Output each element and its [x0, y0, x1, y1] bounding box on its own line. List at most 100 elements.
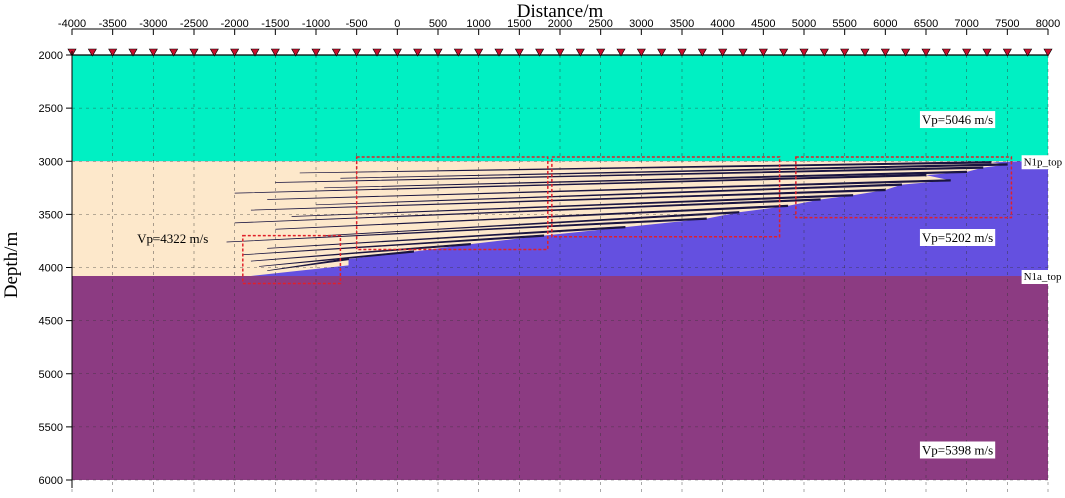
receiver-marker — [880, 48, 890, 57]
x-tick-label: -3500 — [99, 18, 127, 30]
receiver-marker — [840, 48, 850, 57]
horizon-label-bg — [1021, 270, 1064, 284]
wedge-line — [299, 161, 992, 174]
x-tick-label: 5000 — [792, 18, 816, 30]
wedge-line — [324, 211, 740, 236]
y-tick-label: 5500 — [39, 422, 63, 434]
axes: -4000 -3500 -3000 -2500 -2000 -1500 -1000 -500 0… — [39, 18, 1060, 488]
receiver-marker — [677, 48, 687, 57]
receiver-marker — [209, 48, 219, 57]
receiver-marker — [514, 48, 524, 57]
wedge-line — [234, 198, 821, 224]
x-tick-label: 7000 — [954, 18, 978, 30]
x-tick-label: -4000 — [58, 18, 86, 30]
horizon-label-bg — [1021, 155, 1065, 170]
wedge-line — [324, 170, 968, 189]
x-tick-label: 6500 — [914, 18, 938, 30]
receiver-marker — [535, 48, 545, 57]
receiver-marker — [758, 48, 768, 57]
dashed-box — [355, 156, 549, 251]
receiver-marker — [128, 48, 138, 57]
y-tick-label: 2000 — [39, 50, 63, 62]
wedge-line — [340, 163, 1008, 179]
receiver-marker — [1023, 48, 1033, 57]
y-tick-label: 4000 — [39, 263, 63, 275]
receiver-marker — [453, 48, 463, 57]
velocity-label-bg — [919, 441, 996, 459]
y-tick-label: 6000 — [39, 475, 63, 487]
y-tick-label: 4500 — [39, 316, 63, 328]
wedge-line — [226, 217, 707, 243]
x-tick-label: -1000 — [302, 18, 330, 30]
receiver-marker — [616, 48, 626, 57]
receiver-marker — [596, 48, 606, 57]
receiver-marker — [697, 48, 707, 57]
wedge-line — [259, 250, 414, 267]
receiver-marker — [148, 48, 158, 57]
receiver-marker — [779, 48, 789, 57]
x-tick-label: 2000 — [548, 18, 572, 30]
x-tick-label: -3000 — [139, 18, 167, 30]
receiver-marker — [474, 48, 484, 57]
dashed-box — [551, 156, 781, 238]
dashed-boxes — [242, 156, 1013, 285]
receiver-marker — [291, 48, 301, 57]
receiver-marker — [738, 48, 748, 57]
x-tick-label: 6000 — [873, 18, 897, 30]
receiver-marker — [901, 48, 911, 57]
receiver-marker — [555, 48, 565, 57]
y-axis-title: Depth/m — [1, 232, 22, 299]
receiver-marker — [189, 48, 199, 57]
y-tick-label: 3500 — [39, 209, 63, 221]
layer-labels: Vp=5046 m/s Vp=5202 m/s Vp=5398 m/s Vp=4322… — [137, 111, 1065, 459]
wedge-line — [275, 204, 789, 230]
wedge-line — [267, 257, 349, 272]
x-tick-label: 3500 — [670, 18, 694, 30]
receiver-marker — [108, 48, 118, 57]
receiver-marker — [87, 48, 97, 57]
x-tick-label: 3000 — [629, 18, 653, 30]
receiver-marker — [331, 48, 341, 57]
receiver-markers — [67, 48, 1053, 57]
receiver-marker — [413, 48, 423, 57]
receiver-marker — [657, 48, 667, 57]
wedge-line — [315, 183, 902, 206]
x-tick-label: 1500 — [507, 18, 531, 30]
wedge-line — [250, 242, 471, 262]
y-tick-label: 2500 — [39, 103, 63, 115]
horizon-label: N1p_top — [1024, 156, 1063, 168]
dashed-box — [795, 156, 1013, 219]
velocity-label-bg — [919, 111, 996, 129]
wedge-lines — [226, 161, 1008, 272]
receiver-marker — [799, 48, 809, 57]
receiver-marker — [1002, 48, 1012, 57]
dashed-box — [242, 234, 342, 285]
x-tick-label: -500 — [346, 18, 368, 30]
velocity-label-bg — [919, 229, 996, 246]
wedge-line — [291, 194, 854, 217]
wedge-line — [275, 166, 984, 183]
horizon-label: N1a_top — [1024, 271, 1062, 283]
x-tick-label: 500 — [429, 18, 447, 30]
wedge-line — [267, 179, 951, 200]
receiver-marker — [941, 48, 951, 57]
receiver-marker — [392, 48, 402, 57]
receiver-marker — [636, 48, 646, 57]
x-tick-label: 2500 — [588, 18, 612, 30]
receiver-marker — [860, 48, 870, 57]
velocity-label: Vp=5398 m/s — [922, 443, 993, 458]
receiver-marker — [494, 48, 504, 57]
receiver-marker — [230, 48, 240, 57]
x-tick-label: 4500 — [751, 18, 775, 30]
x-tick-label: 4000 — [710, 18, 734, 30]
receiver-marker — [982, 48, 992, 57]
x-tick-label: 7500 — [995, 18, 1019, 30]
x-tick-label: -2500 — [180, 18, 208, 30]
x-axis-title: Distance/m — [517, 1, 604, 22]
x-tick-label: 1000 — [466, 18, 490, 30]
x-tick-label: -2000 — [221, 18, 249, 30]
velocity-label: Vp=5046 m/s — [922, 112, 993, 127]
receiver-marker — [270, 48, 280, 57]
receiver-marker — [718, 48, 728, 57]
